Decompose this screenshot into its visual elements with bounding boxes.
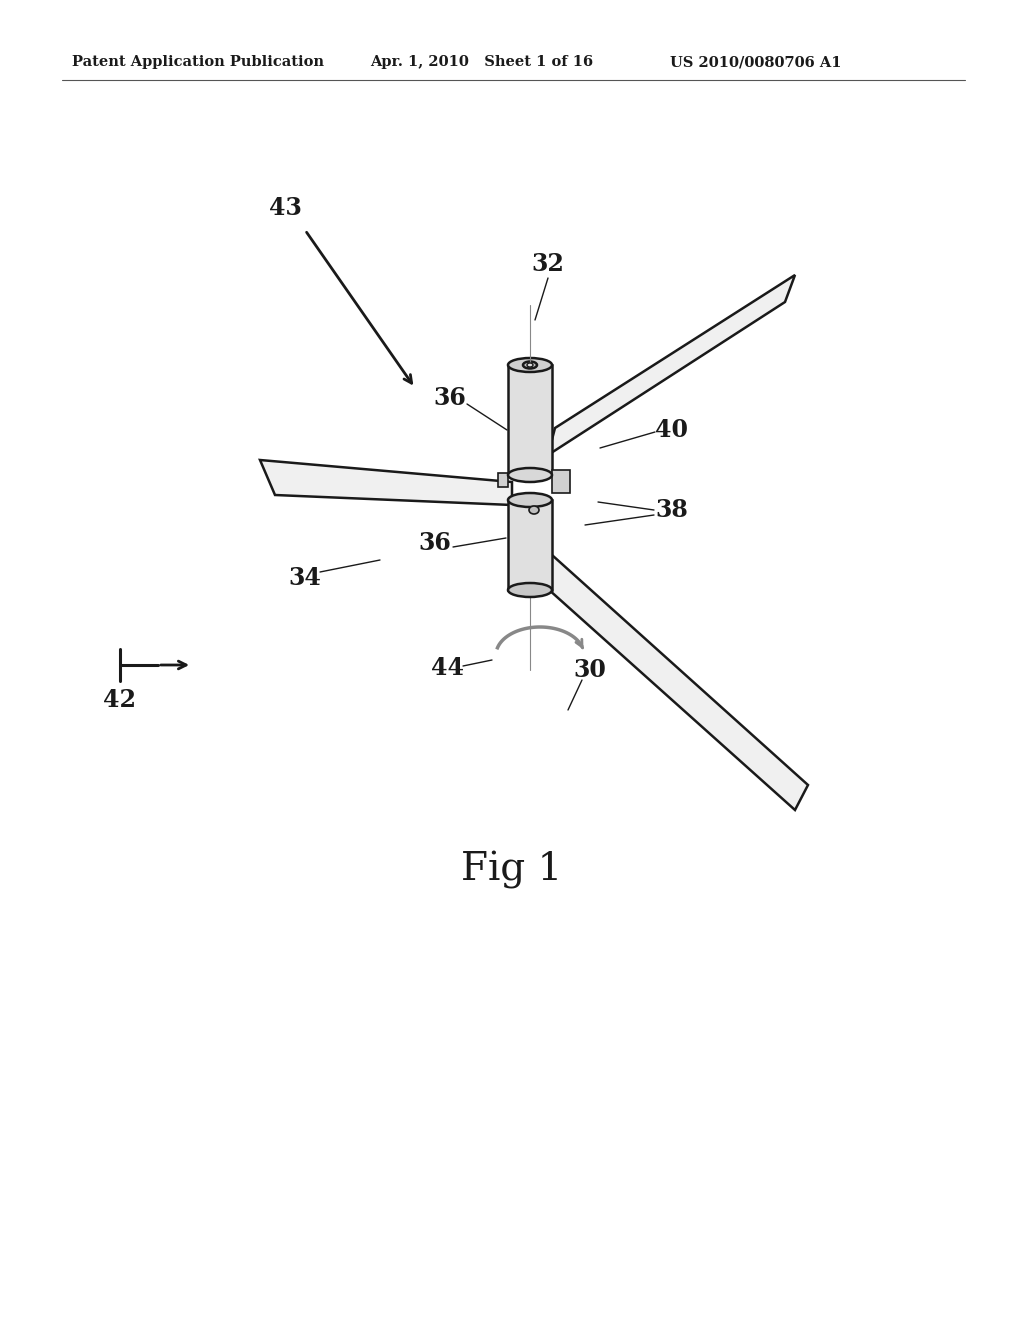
Ellipse shape — [508, 492, 552, 507]
Text: 38: 38 — [655, 498, 688, 521]
Ellipse shape — [508, 469, 552, 482]
Text: Apr. 1, 2010   Sheet 1 of 16: Apr. 1, 2010 Sheet 1 of 16 — [370, 55, 593, 69]
Polygon shape — [548, 275, 795, 455]
Ellipse shape — [523, 362, 537, 368]
Text: 32: 32 — [531, 252, 564, 276]
Text: 36: 36 — [419, 531, 452, 554]
Ellipse shape — [527, 363, 534, 367]
Text: 34: 34 — [289, 566, 322, 590]
Text: 43: 43 — [268, 195, 301, 220]
Text: US 2010/0080706 A1: US 2010/0080706 A1 — [670, 55, 842, 69]
Text: 30: 30 — [573, 657, 606, 682]
Text: 44: 44 — [431, 656, 465, 680]
Polygon shape — [508, 500, 552, 590]
Polygon shape — [498, 473, 508, 487]
Text: Patent Application Publication: Patent Application Publication — [72, 55, 324, 69]
Ellipse shape — [529, 506, 539, 513]
Text: 42: 42 — [103, 688, 136, 711]
Polygon shape — [538, 554, 808, 810]
Polygon shape — [508, 366, 552, 475]
Text: 36: 36 — [433, 385, 467, 411]
Ellipse shape — [508, 358, 552, 372]
Text: 40: 40 — [655, 418, 688, 442]
Polygon shape — [552, 470, 570, 492]
Text: Fig 1: Fig 1 — [462, 851, 562, 888]
Polygon shape — [260, 459, 512, 506]
Ellipse shape — [508, 583, 552, 597]
